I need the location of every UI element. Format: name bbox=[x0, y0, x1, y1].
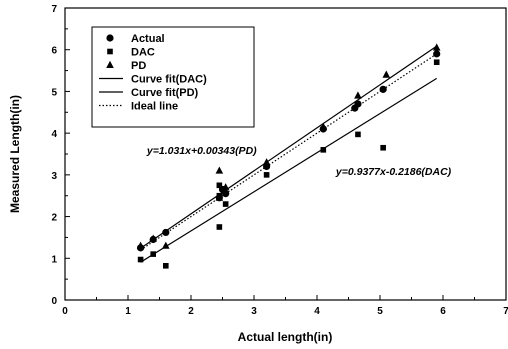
x-tick-label: 0 bbox=[62, 306, 68, 317]
fit-line bbox=[140, 77, 438, 263]
data-points bbox=[136, 43, 441, 269]
x-tick-label: 6 bbox=[440, 306, 446, 317]
x-axis-title: Actual length(in) bbox=[238, 330, 333, 344]
pd-point bbox=[162, 241, 170, 249]
axis-ticks: 0 1 2 3 4 5 6 7 0 1 2 3 4 5 6 7 bbox=[51, 4, 508, 317]
actual-point bbox=[433, 50, 441, 58]
y-tick-label: 4 bbox=[51, 129, 57, 140]
pd-point bbox=[262, 158, 271, 166]
legend-label: Ideal line bbox=[131, 101, 178, 113]
y-axis-title: Measured Length(in) bbox=[8, 95, 22, 213]
x-tick-label: 5 bbox=[377, 306, 383, 317]
legend-label: Curve fit(PD) bbox=[131, 87, 199, 99]
legend-triangle-icon bbox=[106, 60, 114, 68]
dac-point bbox=[150, 251, 156, 257]
y-tick-label: 7 bbox=[51, 4, 57, 15]
x-tick-label: 4 bbox=[314, 306, 320, 317]
x-tick-label: 3 bbox=[251, 306, 257, 317]
legend-square-icon bbox=[107, 48, 113, 55]
legend-label: PD bbox=[131, 60, 146, 72]
y-tick-label: 3 bbox=[51, 171, 57, 182]
legend-circle-icon bbox=[106, 34, 114, 42]
pd-point bbox=[319, 122, 328, 130]
actual-point bbox=[354, 100, 362, 108]
pd-point bbox=[432, 43, 441, 51]
pd-point bbox=[215, 193, 224, 201]
dac-point bbox=[355, 131, 361, 138]
x-tick-label: 2 bbox=[188, 306, 194, 317]
pd-point bbox=[382, 70, 391, 78]
x-tick-label: 7 bbox=[503, 306, 508, 317]
actual-point bbox=[162, 228, 170, 237]
dac-point bbox=[163, 262, 169, 269]
y-tick-label: 6 bbox=[51, 46, 57, 57]
fit-lines bbox=[140, 45, 438, 263]
dac-point bbox=[320, 147, 327, 153]
dac-point bbox=[263, 172, 270, 178]
legend-box bbox=[91, 26, 255, 128]
pd-point bbox=[149, 234, 157, 242]
actual-point bbox=[379, 85, 387, 93]
dac-point bbox=[216, 182, 223, 189]
dac-point bbox=[216, 224, 223, 230]
fit-line bbox=[140, 45, 438, 249]
equation-annotation: y=1.031x+0.00343(PD) bbox=[146, 145, 257, 157]
legend-label: Curve fit(DAC) bbox=[131, 74, 207, 86]
pd-point bbox=[215, 166, 224, 174]
dac-point bbox=[222, 201, 229, 207]
pd-point bbox=[136, 241, 145, 249]
equation-annotation: y=0.9377x-0.2186(DAC) bbox=[335, 166, 452, 178]
pd-point bbox=[221, 183, 230, 191]
x-tick-label: 1 bbox=[125, 306, 131, 317]
y-tick-label: 2 bbox=[51, 213, 57, 224]
y-tick-label: 5 bbox=[51, 87, 57, 98]
y-tick-label: 0 bbox=[51, 296, 57, 307]
legend-label: Actual bbox=[131, 33, 165, 45]
legend-label: DAC bbox=[131, 47, 155, 59]
dac-point bbox=[433, 59, 440, 66]
dac-point bbox=[380, 144, 386, 151]
dac-point bbox=[137, 256, 144, 263]
annotations: y=1.031x+0.00343(PD) y=0.9377x-0.2186(DAC… bbox=[146, 145, 452, 178]
pd-point bbox=[354, 91, 362, 99]
y-tick-label: 1 bbox=[51, 254, 57, 265]
